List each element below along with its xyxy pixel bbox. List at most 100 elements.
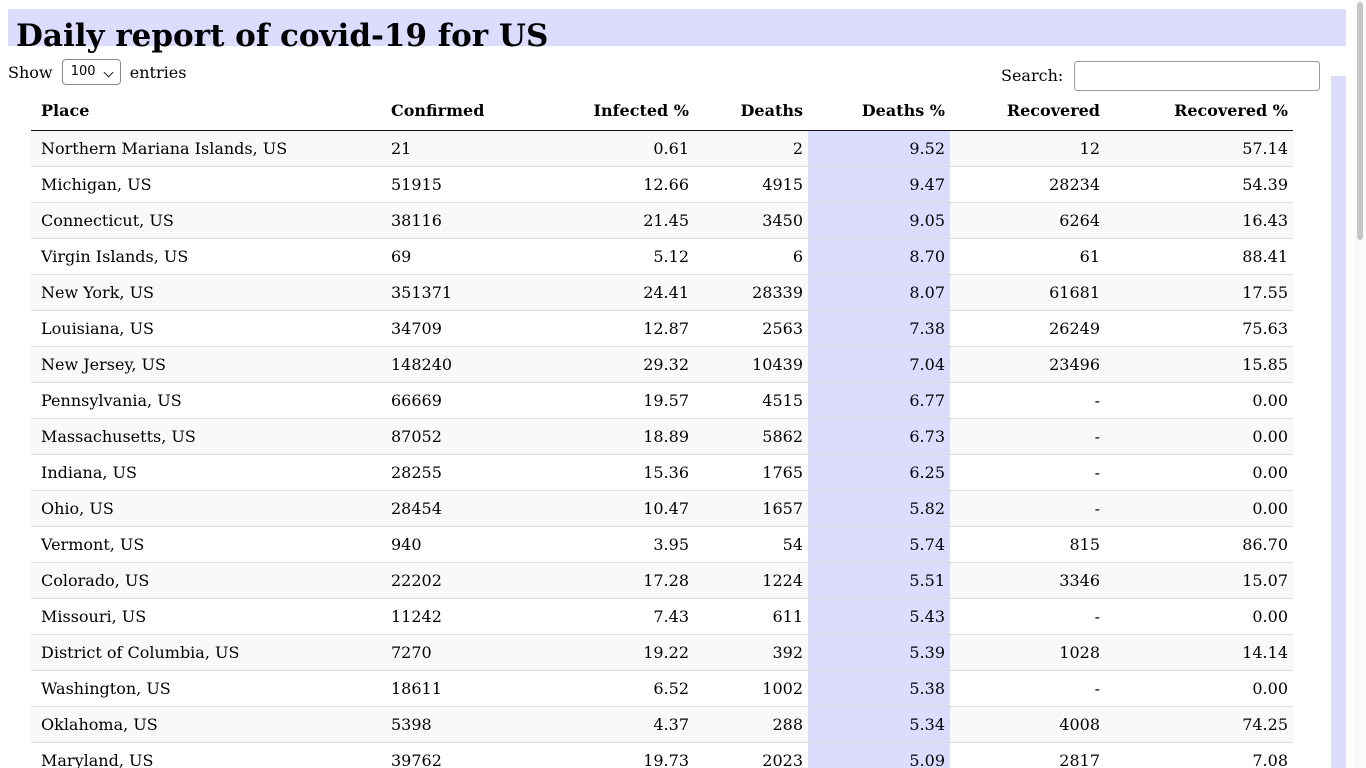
cell-place: New York, US (31, 273, 381, 310)
table-row: Indiana, US 28255 15.36 1765 6.25-0.00 (31, 453, 1293, 490)
cell-recovered: 2817 (950, 741, 1105, 768)
table-row: Oklahoma, US 5398 4.37 288 5.34 4008 74.25 (31, 705, 1293, 742)
cell-infected-pct: 17.28 (536, 561, 694, 598)
cell-confirmed: 22202 (381, 561, 536, 598)
cell-place: Michigan, US (31, 165, 381, 202)
cell-deaths: 611 (694, 597, 808, 634)
cell-recovered-pct: 86.70 (1105, 525, 1293, 562)
cell-deaths: 2023 (694, 741, 808, 768)
cell-place: Northern Mariana Islands, US (31, 130, 381, 166)
cell-deaths-pct: 8.07 (808, 273, 950, 310)
entries-label: entries (129, 63, 187, 82)
table-row: New York, US 351371 24.41 28339 8.07 61681 17.… (31, 273, 1293, 310)
cell-recovered-pct: 0.00 (1105, 489, 1293, 526)
cell-recovered-pct: 88.41 (1105, 237, 1293, 274)
cell-place: New Jersey, US (31, 345, 381, 382)
cell-deaths-pct: 7.38 (808, 309, 950, 346)
table-row: Michigan, US 51915 12.66 4915 9.47 28234 54.39 (31, 165, 1293, 202)
cell-infected-pct: 29.32 (536, 345, 694, 382)
cell-place: District of Columbia, US (31, 633, 381, 670)
column-header-deaths-pct[interactable]: Deaths % (808, 92, 950, 131)
cell-recovered: 1028 (950, 633, 1105, 670)
cell-recovered: 3346 (950, 561, 1105, 598)
cell-recovered-pct: 17.55 (1105, 273, 1293, 310)
cell-confirmed: 34709 (381, 309, 536, 346)
cell-infected-pct: 15.36 (536, 453, 694, 490)
cell-infected-pct: 3.95 (536, 525, 694, 562)
cell-infected-pct: 6.52 (536, 669, 694, 706)
cell-recovered: 12 (950, 130, 1105, 166)
scrollbar-thumb[interactable] (1357, 2, 1363, 240)
cell-deaths: 6 (694, 237, 808, 274)
cell-confirmed: 51915 (381, 165, 536, 202)
cell-place: Missouri, US (31, 597, 381, 634)
cell-deaths-pct: 9.52 (808, 130, 950, 166)
cell-place: Ohio, US (31, 489, 381, 526)
cell-infected-pct: 5.12 (536, 237, 694, 274)
cell-deaths: 2 (694, 130, 808, 166)
cell-recovered-pct: 0.00 (1105, 669, 1293, 706)
table-row: District of Columbia, US 7270 19.22 392 5.39… (31, 633, 1293, 670)
cell-deaths-pct: 6.73 (808, 417, 950, 454)
table-body: Northern Mariana Islands, US 21 0.61 2 9.52 1… (31, 130, 1293, 768)
cell-place: Colorado, US (31, 561, 381, 598)
column-header-deaths[interactable]: Deaths (694, 92, 808, 131)
entries-length-control: Show 100 entries (8, 58, 187, 87)
cell-deaths: 1002 (694, 669, 808, 706)
table-row: Virgin Islands, US 69 5.12 6 8.70 61 88.41 (31, 237, 1293, 274)
table-row: Ohio, US 28454 10.47 1657 5.82-0.00 (31, 489, 1293, 526)
table-row: Louisiana, US 34709 12.87 2563 7.38 26249 75.6… (31, 309, 1293, 346)
cell-infected-pct: 10.47 (536, 489, 694, 526)
column-header-place[interactable]: Place (31, 92, 381, 131)
cell-confirmed: 7270 (381, 633, 536, 670)
cell-deaths-pct: 6.25 (808, 453, 950, 490)
cell-deaths-pct: 5.43 (808, 597, 950, 634)
cell-deaths-pct: 6.77 (808, 381, 950, 418)
cell-deaths-pct: 5.39 (808, 633, 950, 670)
column-header-recovered-pct[interactable]: Recovered % (1105, 92, 1293, 131)
cell-confirmed: 351371 (381, 273, 536, 310)
cell-infected-pct: 19.73 (536, 741, 694, 768)
cell-deaths: 288 (694, 705, 808, 742)
cell-recovered-pct: 57.14 (1105, 130, 1293, 166)
search-input[interactable] (1074, 60, 1321, 91)
cell-confirmed: 28255 (381, 453, 536, 490)
cell-deaths: 4915 (694, 165, 808, 202)
cell-recovered-pct: 74.25 (1105, 705, 1293, 742)
cell-deaths-pct: 5.38 (808, 669, 950, 706)
vertical-scrollbar[interactable] (1354, 0, 1366, 768)
cell-recovered-pct: 15.07 (1105, 561, 1293, 598)
column-header-confirmed[interactable]: Confirmed (381, 92, 536, 131)
table-row: Massachusetts, US 87052 18.89 5862 6.73-0.00 (31, 417, 1293, 454)
cell-deaths-pct: 5.82 (808, 489, 950, 526)
entries-per-page-select[interactable]: 100 (61, 58, 121, 85)
cell-recovered: 815 (950, 525, 1105, 562)
cell-recovered-pct: 75.63 (1105, 309, 1293, 346)
cell-deaths: 54 (694, 525, 808, 562)
page-title: Daily report of covid-19 for US (16, 18, 549, 54)
column-header-recovered[interactable]: Recovered (950, 92, 1105, 131)
cell-deaths-pct: 9.05 (808, 201, 950, 238)
cell-recovered-pct: 16.43 (1105, 201, 1293, 238)
cell-confirmed: 69 (381, 237, 536, 274)
cell-recovered: 61681 (950, 273, 1105, 310)
cell-deaths: 2563 (694, 309, 808, 346)
cell-recovered: 61 (950, 237, 1105, 274)
cell-confirmed: 66669 (381, 381, 536, 418)
table-row: New Jersey, US 148240 29.32 10439 7.04 23496 1… (31, 345, 1293, 382)
table-row: Colorado, US 22202 17.28 1224 5.51 3346 15.07 (31, 561, 1293, 598)
cell-place: Vermont, US (31, 525, 381, 562)
column-header-infected-pct[interactable]: Infected % (536, 92, 694, 131)
cell-confirmed: 39762 (381, 741, 536, 768)
table-row: Maryland, US 39762 19.73 2023 5.09 2817 7.08 (31, 741, 1293, 768)
entries-per-page-value: 100 (70, 63, 96, 79)
cell-deaths: 3450 (694, 201, 808, 238)
cell-recovered-pct: 15.85 (1105, 345, 1293, 382)
cell-recovered: - (950, 489, 1105, 526)
cell-recovered: 28234 (950, 165, 1105, 202)
cell-infected-pct: 7.43 (536, 597, 694, 634)
show-label: Show (8, 63, 53, 82)
cell-recovered: 26249 (950, 309, 1105, 346)
cell-deaths-pct: 9.47 (808, 165, 950, 202)
cell-infected-pct: 19.57 (536, 381, 694, 418)
